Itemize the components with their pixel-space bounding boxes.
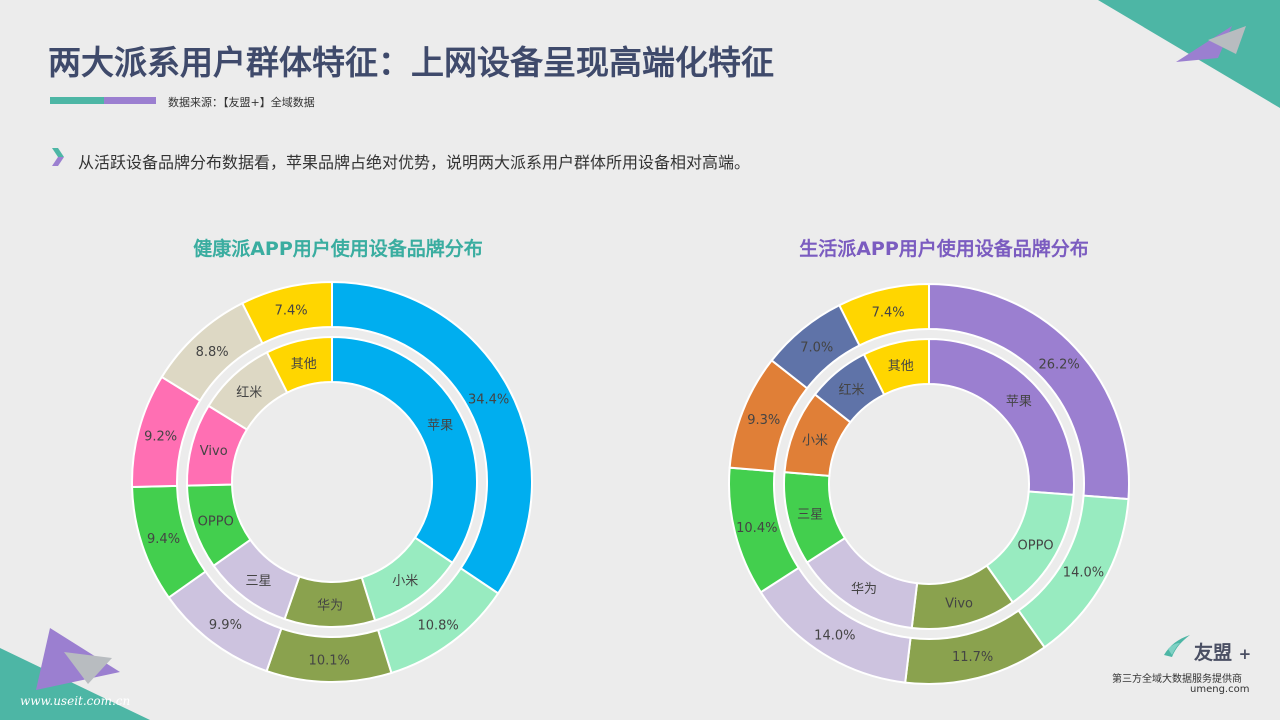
category-label: 小米	[392, 574, 418, 589]
brand-url: umeng.com	[1190, 684, 1250, 695]
category-label: 小米	[802, 433, 828, 448]
value-label: 9.3%	[747, 413, 780, 428]
category-label: OPPO	[1018, 538, 1054, 553]
category-label: 三星	[245, 574, 271, 589]
chart-title-life: 生活派APP用户使用设备品牌分布	[799, 238, 1089, 260]
outer-slice	[837, 282, 930, 347]
value-label: 14.0%	[1063, 565, 1104, 580]
chart-title-health: 健康派APP用户使用设备品牌分布	[193, 238, 483, 260]
inner-slice	[331, 335, 478, 565]
category-label: 其他	[291, 357, 317, 372]
value-label: 14.0%	[814, 628, 855, 643]
category-label: 其他	[888, 359, 914, 374]
inner-slice	[265, 335, 333, 394]
category-label: 红米	[839, 382, 865, 398]
outer-slice	[240, 280, 333, 345]
watermark: www.useit.com.cn	[20, 694, 131, 708]
value-label: 7.0%	[800, 341, 833, 356]
umeng-logo-icon	[1164, 635, 1190, 657]
summary-text: 从活跃设备品牌分布数据看，苹果品牌占绝对优势，说明两大派系用户群体所用设备相对高…	[78, 153, 751, 172]
title-underline-purple	[104, 97, 156, 104]
corner-grey-top	[1208, 26, 1246, 54]
corner-grey-bottom	[64, 652, 112, 684]
value-label: 10.1%	[309, 653, 350, 668]
brand-name: 友盟 +	[1194, 642, 1252, 664]
value-label: 9.9%	[209, 618, 242, 633]
category-label: 红米	[236, 385, 262, 401]
brand-tagline: 第三方全域大数据服务提供商	[1112, 674, 1242, 685]
data-source: 数据来源：【友盟+】全域数据	[168, 96, 315, 109]
value-label: 26.2%	[1038, 357, 1079, 372]
value-label: 11.7%	[952, 650, 993, 665]
corner-teal-bottom	[0, 648, 150, 720]
title-underline-teal	[50, 97, 104, 104]
category-label: 华为	[851, 582, 877, 597]
value-label: 8.8%	[196, 345, 229, 360]
value-label: 10.4%	[736, 521, 777, 536]
value-label: 7.4%	[275, 303, 308, 318]
category-label: 三星	[797, 508, 823, 523]
category-label: OPPO	[198, 515, 234, 530]
value-label: 34.4%	[468, 392, 509, 407]
inner-slice	[862, 337, 930, 396]
category-label: 苹果	[427, 418, 453, 433]
page-title: 两大派系用户群体特征：上网设备呈现高端化特征	[48, 43, 774, 82]
value-label: 9.2%	[144, 430, 177, 445]
category-label: Vivo	[945, 597, 973, 612]
category-label: 苹果	[1006, 395, 1032, 410]
value-label: 10.8%	[417, 618, 458, 633]
corner-purple-top	[1176, 26, 1232, 62]
category-label: Vivo	[200, 444, 228, 459]
value-label: 7.4%	[872, 305, 905, 320]
category-label: 华为	[317, 598, 343, 613]
chevron-right-icon	[52, 148, 64, 166]
value-label: 9.4%	[147, 532, 180, 547]
